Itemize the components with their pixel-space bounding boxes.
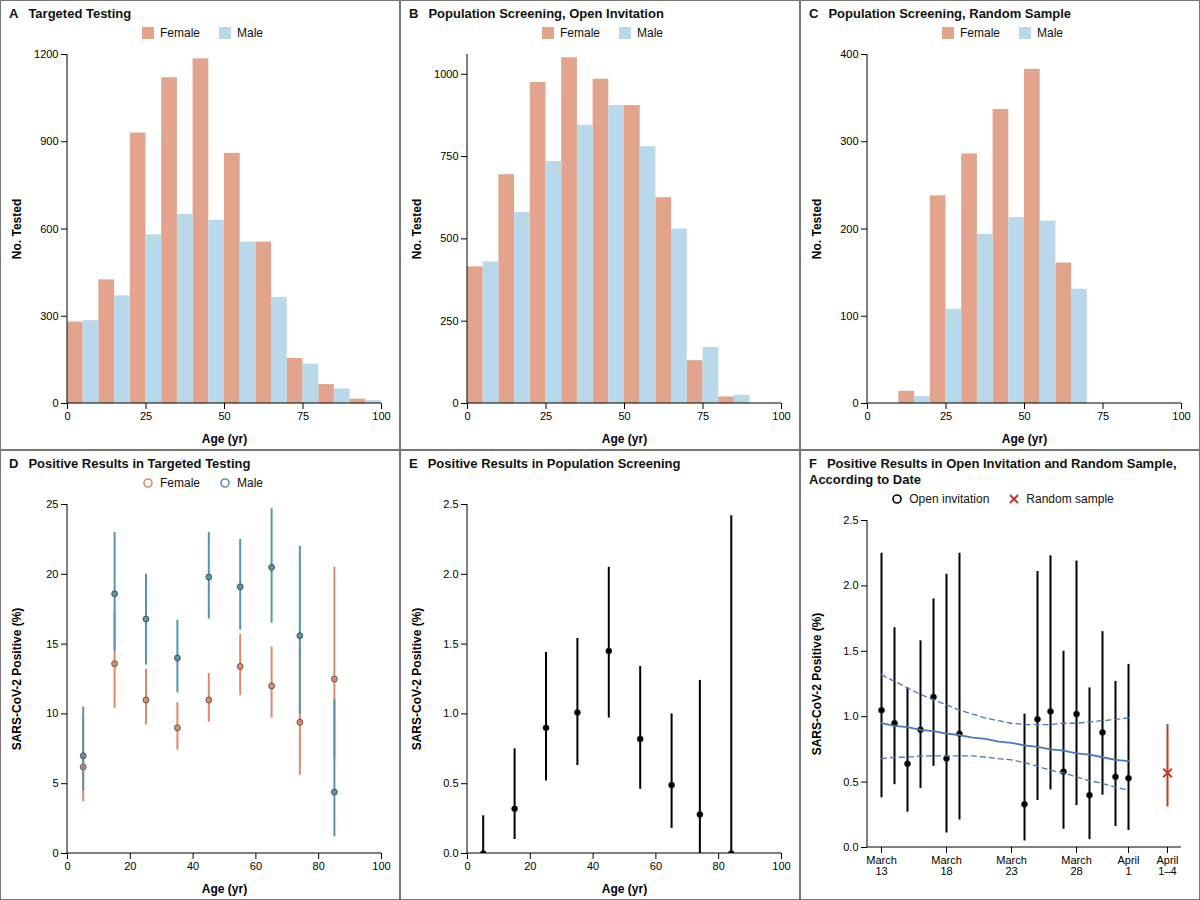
svg-text:600: 600 <box>40 223 58 235</box>
svg-text:0.0: 0.0 <box>843 841 858 853</box>
svg-text:0: 0 <box>52 397 58 409</box>
svg-text:750: 750 <box>440 150 458 162</box>
svg-text:0.0: 0.0 <box>443 847 458 859</box>
svg-text:No. Tested: No. Tested <box>410 199 424 259</box>
svg-text:60: 60 <box>250 860 262 872</box>
svg-text:March23: March23 <box>996 854 1027 877</box>
html-text:Male: Male <box>237 476 263 490</box>
svg-text:80: 80 <box>713 860 725 872</box>
svg-text:1.5: 1.5 <box>843 645 858 657</box>
html-text:Positive Results in Population: Positive Results in Population Screening <box>427 456 681 471</box>
svg-text:100: 100 <box>372 860 390 872</box>
svg-text:100: 100 <box>772 410 790 422</box>
svg-text:2.5: 2.5 <box>843 514 858 526</box>
html-text:Open invitation: Open invitation <box>909 492 990 506</box>
svg-text:0: 0 <box>464 410 470 422</box>
svg-text:200: 200 <box>840 223 858 235</box>
svg-text:20: 20 <box>124 860 136 872</box>
svg-text:2.0: 2.0 <box>443 568 458 580</box>
svg-text:SARS-CoV-2 Positive (%): SARS-CoV-2 Positive (%) <box>810 613 824 756</box>
svg-text:20: 20 <box>524 860 536 872</box>
svg-text:20: 20 <box>46 568 58 580</box>
svg-text:Age (yr): Age (yr) <box>602 432 647 446</box>
html-text:Positive Results in Targeted T: Positive Results in Targeted Testing <box>28 456 251 471</box>
html-text:Random sample: Random sample <box>1026 492 1114 506</box>
html-text:F: F <box>809 456 817 471</box>
svg-text:0.5: 0.5 <box>443 777 458 789</box>
svg-text:50: 50 <box>618 410 630 422</box>
svg-text:April1–4: April1–4 <box>1156 854 1178 877</box>
svg-text:100: 100 <box>840 310 858 322</box>
svg-text:1.0: 1.0 <box>443 707 458 719</box>
svg-text:100: 100 <box>372 410 390 422</box>
svg-text:0: 0 <box>52 847 58 859</box>
svg-text:Age (yr): Age (yr) <box>202 432 247 446</box>
svg-text:No. Tested: No. Tested <box>810 199 824 259</box>
html-text:Targeted Testing: Targeted Testing <box>28 6 132 21</box>
svg-text:1.5: 1.5 <box>443 638 458 650</box>
svg-text:500: 500 <box>440 232 458 244</box>
svg-text:25: 25 <box>940 410 952 422</box>
svg-text:Age (yr): Age (yr) <box>202 882 247 896</box>
html-text:Male: Male <box>237 26 263 40</box>
svg-text:SARS-CoV-2 Positive (%): SARS-CoV-2 Positive (%) <box>10 608 24 751</box>
svg-text:March28: March28 <box>1061 854 1092 877</box>
svg-text:100: 100 <box>1172 410 1190 422</box>
svg-text:900: 900 <box>40 135 58 147</box>
svg-text:1.0: 1.0 <box>843 710 858 722</box>
html-text:Positive Results in Open Invit: Positive Results in Open Invitation and … <box>809 456 1177 487</box>
svg-text:40: 40 <box>187 860 199 872</box>
html-text:D: D <box>9 456 19 471</box>
html-text:Female: Female <box>560 26 600 40</box>
svg-text:1000: 1000 <box>434 68 458 80</box>
svg-text:0: 0 <box>64 410 70 422</box>
svg-text:75: 75 <box>697 410 709 422</box>
svg-text:250: 250 <box>440 315 458 327</box>
svg-text:25: 25 <box>540 410 552 422</box>
svg-text:2.0: 2.0 <box>843 579 858 591</box>
svg-text:75: 75 <box>297 410 309 422</box>
svg-text:0: 0 <box>464 860 470 872</box>
svg-text:0: 0 <box>64 860 70 872</box>
html-text:Female: Female <box>160 476 200 490</box>
svg-text:Age (yr): Age (yr) <box>1002 432 1047 446</box>
svg-text:60: 60 <box>650 860 662 872</box>
svg-text:300: 300 <box>840 135 858 147</box>
svg-text:300: 300 <box>40 310 58 322</box>
svg-text:Age (yr): Age (yr) <box>602 882 647 896</box>
svg-text:100: 100 <box>772 860 790 872</box>
svg-text:March13: March13 <box>866 854 897 877</box>
svg-text:50: 50 <box>1018 410 1030 422</box>
svg-text:5: 5 <box>52 777 58 789</box>
html-text:Female: Female <box>160 26 200 40</box>
svg-text:50: 50 <box>218 410 230 422</box>
svg-text:25: 25 <box>140 410 152 422</box>
html-text:Male: Male <box>637 26 663 40</box>
svg-text:1200: 1200 <box>34 48 58 60</box>
svg-text:No. Tested: No. Tested <box>10 199 24 259</box>
html-text:Population Screening, Random S: Population Screening, Random Sample <box>828 6 1072 21</box>
svg-text:March18: March18 <box>931 854 962 877</box>
html-text:Male: Male <box>1037 26 1063 40</box>
html-text:A: A <box>9 6 19 21</box>
svg-text:80: 80 <box>313 860 325 872</box>
svg-text:75: 75 <box>1097 410 1109 422</box>
svg-text:SARS-CoV-2 Positive (%): SARS-CoV-2 Positive (%) <box>410 608 424 751</box>
svg-text:0: 0 <box>452 397 458 409</box>
html-text:E: E <box>409 456 418 471</box>
html-text:Population Screening, Open Inv: Population Screening, Open Invitation <box>428 6 664 21</box>
svg-text:400: 400 <box>840 48 858 60</box>
svg-text:15: 15 <box>46 638 58 650</box>
svg-text:25: 25 <box>46 498 58 510</box>
svg-text:0: 0 <box>864 410 870 422</box>
svg-text:0.5: 0.5 <box>843 776 858 788</box>
svg-text:10: 10 <box>46 707 58 719</box>
html-text:B: B <box>409 6 419 21</box>
svg-text:40: 40 <box>587 860 599 872</box>
svg-text:April1: April1 <box>1117 854 1139 877</box>
html-text:C: C <box>809 6 819 21</box>
svg-text:2.5: 2.5 <box>443 498 458 510</box>
html-text:Female: Female <box>960 26 1000 40</box>
svg-text:0: 0 <box>852 397 858 409</box>
